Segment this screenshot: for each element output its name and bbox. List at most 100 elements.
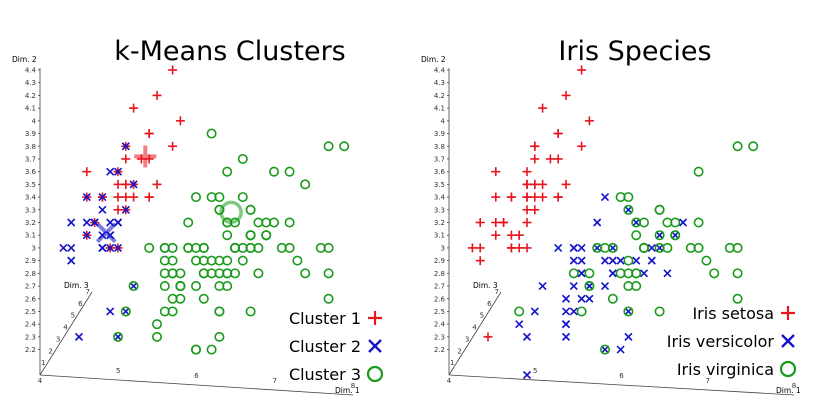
data-point — [569, 281, 578, 291]
z-tick-label: 4 — [472, 324, 477, 332]
z-tick-label: 4 — [63, 324, 68, 332]
data-point — [515, 320, 524, 329]
data-point — [144, 242, 155, 253]
data-point — [168, 141, 178, 151]
data-point-b — [600, 281, 610, 291]
data-point-b — [600, 345, 610, 354]
data-point-ring — [253, 217, 264, 228]
data-point — [561, 294, 571, 303]
data-point — [237, 192, 248, 203]
data-point — [577, 141, 587, 151]
data-point-b — [561, 294, 571, 303]
x-tick-label: 4 — [447, 377, 452, 385]
data-point-b — [569, 243, 578, 252]
data-point — [600, 193, 610, 202]
data-point — [129, 192, 139, 202]
y-tick-label: 2.6 — [434, 295, 446, 303]
y-tick-label: 2.6 — [25, 295, 37, 303]
data-point — [553, 129, 563, 139]
data-point — [292, 255, 303, 266]
data-point-ring — [693, 242, 704, 253]
data-point — [167, 306, 178, 317]
z-tick-label: 5 — [71, 312, 75, 320]
data-point — [732, 293, 743, 304]
series-1 — [82, 65, 185, 253]
z-tick-label: 6 — [78, 300, 83, 308]
data-point — [608, 256, 617, 265]
y-tick-label: 2.4 — [25, 321, 37, 329]
data-point-b — [106, 167, 115, 176]
data-point-b — [98, 243, 107, 252]
data-point — [222, 230, 233, 241]
data-point-b — [593, 243, 602, 252]
data-point-ring — [128, 281, 139, 292]
data-point-b — [538, 281, 547, 291]
x-axis — [39, 374, 354, 396]
data-point — [214, 281, 225, 292]
data-point-b — [632, 256, 641, 265]
data-point-b — [639, 269, 649, 278]
data-point — [198, 293, 209, 304]
data-point — [98, 205, 107, 214]
data-point-ring — [222, 166, 233, 177]
data-point-ring — [599, 344, 610, 355]
data-point — [144, 129, 154, 139]
data-point — [569, 256, 578, 265]
y-tick-label: 3.3 — [25, 206, 36, 214]
data-point-b — [632, 218, 641, 227]
data-point — [748, 141, 759, 152]
y-tick-label: 3.5 — [434, 181, 445, 189]
data-point — [561, 179, 571, 189]
x-tick-label: 5 — [116, 367, 120, 375]
data-point — [191, 281, 202, 292]
data-point-ring — [214, 306, 225, 317]
data-point — [121, 307, 130, 316]
data-point-b — [655, 243, 664, 252]
data-point-b — [98, 193, 107, 202]
data-point-ring — [214, 268, 225, 279]
data-point-ring — [206, 192, 217, 203]
data-point-ring — [152, 331, 163, 342]
data-point — [577, 269, 586, 278]
y-tick-label: 3.8 — [434, 143, 445, 151]
data-point-b — [67, 243, 76, 252]
data-point-b — [608, 269, 617, 278]
data-point-ring — [607, 293, 618, 304]
legend: Cluster 1 Cluster 2 Cluster 3 — [289, 309, 384, 384]
x-tick-label: 7 — [706, 377, 710, 385]
data-point — [120, 306, 131, 317]
data-point — [491, 230, 501, 240]
data-point — [339, 141, 350, 152]
data-point-b — [82, 231, 91, 240]
data-point — [237, 255, 248, 266]
y-tick-label: 3.8 — [25, 143, 36, 151]
data-point-b — [647, 243, 656, 252]
data-point — [300, 268, 311, 279]
data-point — [530, 141, 540, 151]
data-point — [631, 217, 642, 228]
data-point-b — [561, 307, 571, 316]
data-point-b — [577, 256, 586, 265]
data-point-ring — [732, 293, 743, 304]
data-point — [506, 230, 516, 240]
legend-label: Iris virginica — [677, 360, 774, 379]
data-point — [577, 294, 586, 303]
data-point — [530, 307, 539, 316]
data-point — [284, 242, 295, 253]
y-tick-label: 4.2 — [434, 92, 445, 100]
z-tick-label: 6 — [487, 300, 492, 308]
data-point-ring — [152, 319, 163, 330]
x-tick-label: 5 — [533, 367, 537, 375]
data-point-ring — [339, 141, 350, 152]
data-point-b — [600, 193, 610, 202]
y-tick-label: 3.6 — [25, 168, 37, 176]
data-point-ring — [144, 242, 155, 253]
data-point-ring — [292, 255, 303, 266]
data-point — [323, 141, 334, 152]
y-tick-label: 2.7 — [25, 283, 36, 291]
data-point — [129, 281, 138, 291]
data-point-ring — [300, 179, 311, 190]
data-point-b — [74, 332, 84, 341]
data-point-b — [129, 180, 138, 189]
legend-label: Cluster 3 — [289, 365, 361, 384]
